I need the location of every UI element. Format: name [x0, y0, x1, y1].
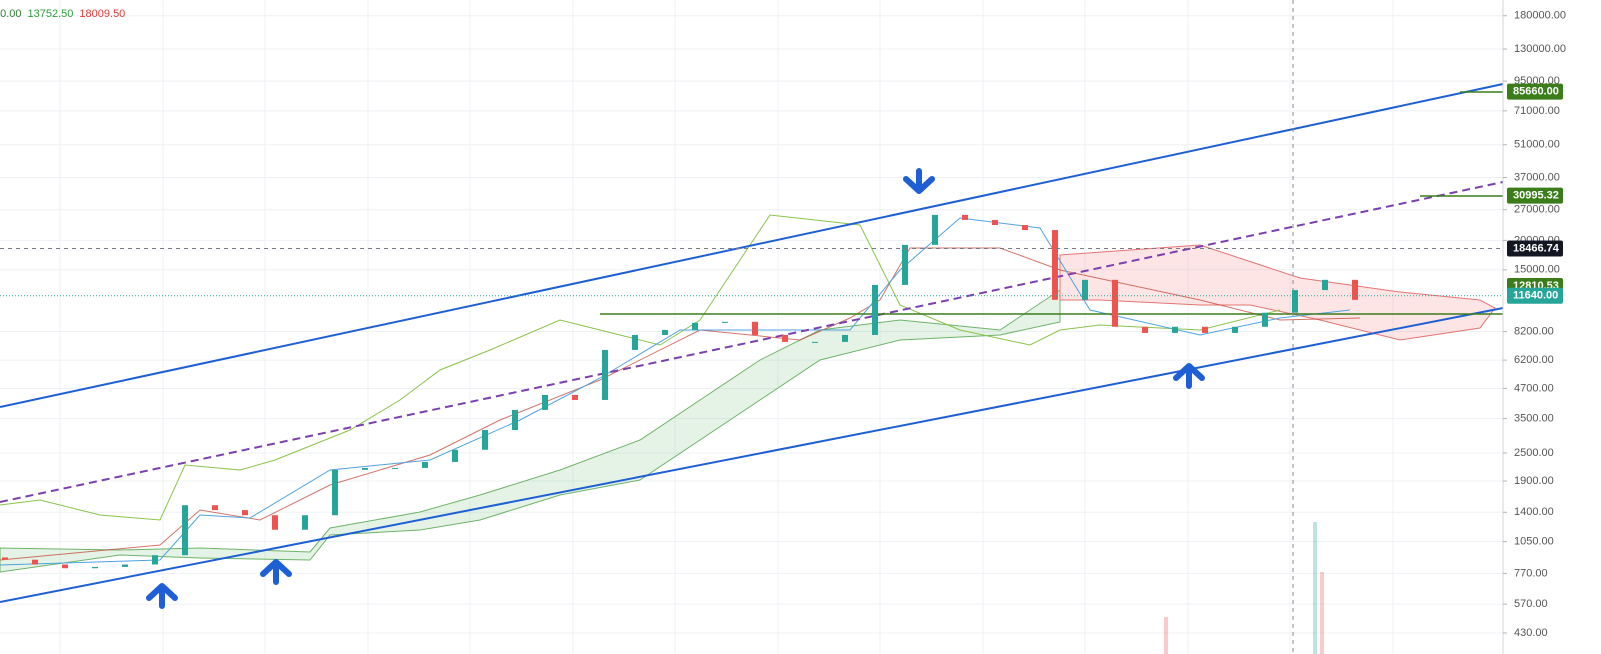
y-tick-label: 1400.00 [1514, 506, 1554, 518]
candle [182, 505, 188, 556]
header: 30.00 13752.50 18009.50 [0, 8, 125, 20]
candle [842, 334, 848, 342]
grid [0, 15, 1503, 634]
candle [1232, 326, 1238, 333]
candle [272, 515, 278, 530]
candle [602, 349, 608, 400]
y-tick-label: 430.00 [1514, 627, 1548, 639]
candle [152, 555, 158, 565]
candle [32, 559, 38, 565]
candle [1202, 326, 1208, 333]
candles [2, 214, 1358, 569]
y-tick-label: 71000.00 [1514, 105, 1560, 117]
candle [242, 510, 248, 516]
candle [692, 322, 698, 330]
candle [872, 284, 878, 335]
y-tick-label: 3500.00 [1514, 412, 1554, 424]
candle [752, 321, 758, 335]
candle [1022, 225, 1028, 231]
candle [302, 515, 308, 530]
drawings [0, 0, 1504, 654]
candle [212, 505, 218, 511]
candle [122, 564, 128, 567]
y-tick-label: 770.00 [1514, 567, 1548, 579]
candle [632, 334, 638, 350]
ohlc-value: 13752.50 [28, 8, 74, 20]
candle [992, 219, 998, 226]
candle [782, 334, 788, 342]
candle [512, 409, 518, 431]
candle [1112, 279, 1118, 327]
candle [332, 469, 338, 516]
candle [932, 214, 938, 245]
vertical-grid [59, 0, 1394, 654]
candle [722, 321, 728, 323]
candle [482, 430, 488, 450]
candle [2, 557, 8, 560]
price-tag-label: 18466.74 [1513, 242, 1560, 254]
price-tag-label: 11640.00 [1513, 290, 1558, 302]
price-tag-label: 85660.00 [1513, 86, 1559, 98]
candle [1292, 290, 1298, 313]
y-tick-label: 27000.00 [1514, 204, 1560, 216]
y-tick-label: 570.00 [1514, 598, 1548, 610]
y-tick-label: 6200.00 [1514, 354, 1554, 366]
price-tag-label: 30995.32 [1513, 190, 1559, 202]
y-tick-label: 37000.00 [1514, 171, 1560, 183]
ichimoku-cloud [0, 214, 1496, 573]
y-tick-label: 8200.00 [1514, 325, 1554, 337]
candle [392, 467, 398, 469]
price-tag [1507, 187, 1563, 204]
candle [812, 341, 818, 343]
volume-bars [1164, 522, 1324, 654]
price-tag [1507, 287, 1563, 304]
candle [662, 329, 668, 335]
price-axis [1503, 0, 1601, 654]
candle [1172, 326, 1178, 333]
candle [1262, 312, 1268, 327]
y-tick-label: 130000.00 [1514, 43, 1566, 55]
candle [1082, 279, 1088, 300]
candle [902, 244, 908, 285]
y-tick-label: 1900.00 [1514, 475, 1554, 487]
ohlc-value: 18009.50 [79, 8, 125, 20]
candle [1052, 230, 1058, 300]
candle [452, 449, 458, 462]
price-tag [1507, 240, 1563, 257]
candle [1322, 279, 1328, 291]
candle [1142, 326, 1148, 333]
candle [1352, 279, 1358, 300]
y-tick-label: 15000.00 [1514, 264, 1560, 276]
candle [542, 394, 548, 410]
y-tick-label: 180000.00 [1514, 10, 1566, 22]
price-tag [1507, 83, 1563, 100]
candle [62, 564, 68, 569]
y-tick-label: 1050.00 [1514, 536, 1554, 548]
y-tick-label: 4700.00 [1514, 382, 1554, 394]
candle [962, 214, 968, 220]
y-tick-label: 51000.00 [1514, 139, 1560, 151]
candle [362, 467, 368, 470]
arrows [146, 168, 1205, 609]
candle [572, 394, 578, 400]
y-tick-label: 2500.00 [1514, 447, 1554, 459]
candle [422, 461, 428, 468]
ohlc-value: 30.00 [0, 8, 22, 20]
candle [92, 566, 98, 569]
